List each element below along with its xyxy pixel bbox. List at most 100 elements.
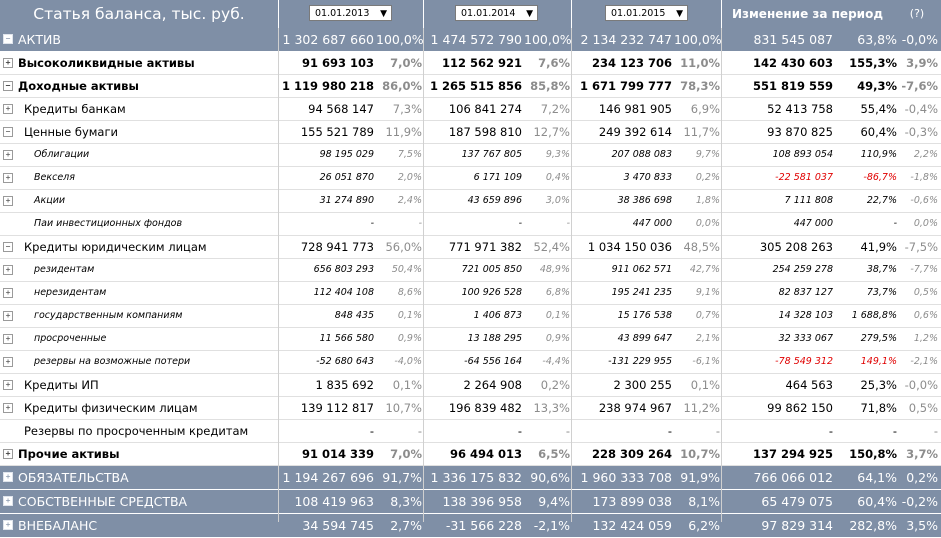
cell-p2: 48,9% [539,264,570,275]
cell-p1: 50,4% [391,264,422,275]
table-row[interactable]: + резидентам 656 803 293 50,4% 721 005 850 48… [0,259,941,282]
cell-a1: 91 014 339 [301,447,374,461]
cell-a3: 146 981 905 [598,102,672,116]
date-select-1[interactable]: 01.01.2013 ▼ [309,5,392,21]
cell-p5: 1,2% [913,333,938,344]
cell-p4: 38,7% [866,264,897,275]
cell-p2: 3,0% [545,195,570,206]
collapse-icon[interactable]: − [3,242,13,252]
chevron-down-icon: ▼ [526,9,533,19]
expand-icon[interactable]: + [3,357,13,367]
cell-a3: 15 176 538 [617,310,672,321]
table-row[interactable]: − Ценные бумаги 155 521 789 11,9% 187 598 81… [0,121,941,144]
table-row[interactable]: − Кредиты юридическим лицам 728 941 773 56,… [0,236,941,259]
row-label: резервы на возможные потери [34,356,191,367]
expand-icon[interactable]: + [3,173,13,183]
expand-icon[interactable]: + [3,449,13,459]
cell-p3: 6,9% [690,102,720,116]
table-row[interactable]: + Облигации 98 195 029 7,5% 137 767 805 9,3% 2… [0,144,941,167]
cell-p4: 41,9% [860,240,897,254]
row-label: СОБСТВЕННЫЕ СРЕДСТВА [18,494,188,509]
table-row[interactable]: + Кредиты ИП 1 835 692 0,1% 2 264 908 0,2% 2 3… [0,374,941,397]
date-select-3[interactable]: 01.01.2015 ▼ [605,5,688,21]
cell-a4: 766 066 012 [753,470,833,485]
collapse-icon[interactable]: − [3,127,13,137]
expand-icon[interactable]: + [3,196,13,206]
table-row[interactable]: + Прочие активы 91 014 339 7,0% 96 494 013 6,… [0,443,941,466]
cell-p4: 155,3% [849,56,897,70]
cell-a3: 2 134 232 747 [580,32,672,47]
table-row[interactable]: + Векселя 26 051 870 2,0% 6 171 109 0,4% 3 470… [0,167,941,190]
expand-icon[interactable]: + [3,403,13,413]
expand-icon[interactable]: + [3,104,13,114]
cell-p4: 71,8% [860,401,897,415]
cell-a3: 234 123 706 [591,56,672,70]
cell-a2: 1 406 873 [473,310,522,321]
cell-p1: 8,6% [397,287,422,298]
table-row[interactable]: + нерезидентам 112 404 108 8,6% 100 926 528 6… [0,282,941,305]
table-row[interactable]: + Кредиты банкам 94 568 147 7,3% 106 841 274… [0,98,941,121]
cell-a2: 138 396 958 [442,494,522,509]
collapse-icon[interactable]: − [3,34,13,44]
cell-p4: 73,7% [866,287,897,298]
cell-p5: - [933,424,938,438]
expand-icon[interactable]: + [3,380,13,390]
date-select-2[interactable]: 01.01.2014 ▼ [455,5,538,21]
column-divider [571,28,572,522]
expand-icon[interactable]: + [3,334,13,344]
cell-a4: 254 259 278 [772,264,833,275]
header-divider [721,0,722,28]
table-row[interactable]: + СОБСТВЕННЫЕ СРЕДСТВА 108 419 963 8,3% 138 … [0,490,941,514]
cell-p1: 2,0% [397,172,422,183]
table-row[interactable]: + ВНЕБАЛАНС 34 594 745 2,7% -31 566 228 -2,1%… [0,514,941,538]
cell-p5: 0,5% [913,287,938,298]
table-row[interactable]: − Доходные активы 1 119 980 218 86,0% 1 265 … [0,75,941,98]
cell-p5: 0,0% [913,218,938,229]
cell-p3: 9,1% [695,287,720,298]
expand-icon[interactable]: + [3,311,13,321]
table-row[interactable]: + Высоколиквидные активы 91 693 103 7,0% 112… [0,52,941,75]
cell-a2: - [518,218,522,229]
table-row[interactable]: + просроченные 11 566 580 0,9% 13 188 295 0,9… [0,328,941,351]
cell-p2: 7,2% [540,102,570,116]
table-row[interactable]: − АКТИВ 1 302 687 660 100,0% 1 474 572 790 10… [0,28,941,52]
cell-a1: 848 435 [334,310,374,321]
expand-icon[interactable]: + [3,288,13,298]
column-divider [278,28,279,522]
expand-icon[interactable]: + [3,265,13,275]
table-row[interactable]: + Кредиты физическим лицам 139 112 817 10,7… [0,397,941,420]
cell-a2: 6 171 109 [473,172,522,183]
row-label: нерезидентам [34,287,107,298]
cell-p1: 56,0% [385,240,422,254]
cell-a4: 52 413 758 [767,102,833,116]
header-divider [423,0,424,28]
cell-p2: 9,3% [545,149,570,160]
cell-a2: 1 336 175 832 [430,470,522,485]
cell-a2: 771 971 382 [448,240,522,254]
cell-p4: 22,7% [866,195,897,206]
collapse-icon[interactable]: − [3,81,13,91]
cell-p5: -2,1% [910,356,938,367]
row-label: Кредиты физическим лицам [24,401,198,415]
cell-a3: 207 088 083 [611,149,672,160]
expand-icon[interactable]: + [3,472,13,482]
table-row[interactable]: + резервы на возможные потери -52 680 643 -… [0,351,941,374]
row-label: Кредиты ИП [24,378,99,392]
header-divider [571,0,572,28]
table-row[interactable]: + ОБЯЗАТЕЛЬСТВА 1 194 267 696 91,7% 1 336 17… [0,466,941,490]
header-title: Статья баланса, тыс. руб. [33,5,245,23]
cell-a2: -64 556 164 [464,356,522,367]
table-row[interactable]: + Акции 31 274 890 2,4% 43 659 896 3,0% 38 386… [0,190,941,213]
cell-a1: 31 274 890 [319,195,374,206]
expand-icon[interactable]: + [3,150,13,160]
expand-icon[interactable]: + [3,58,13,68]
row-label: просроченные [34,333,107,344]
expand-icon[interactable]: + [3,496,13,506]
cell-p1: 0,1% [397,310,422,321]
cell-p1: 7,3% [392,102,422,116]
cell-p1: - [418,218,422,229]
cell-a4: 831 545 087 [753,32,833,47]
help-icon[interactable]: (?) [909,7,925,20]
cell-p1: 91,7% [382,470,422,485]
table-row[interactable]: + государственным компаниям 848 435 0,1% 1 4… [0,305,941,328]
